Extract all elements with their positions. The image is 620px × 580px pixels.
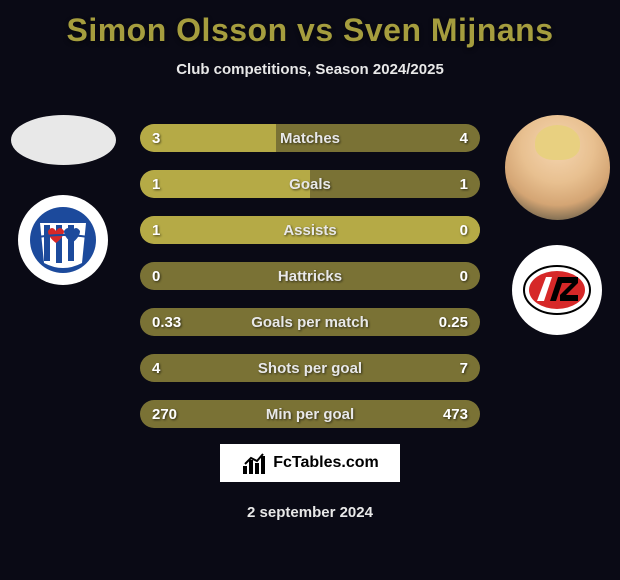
bar-label: Goals per match — [140, 314, 480, 331]
bar-row: 1 Goals 1 — [140, 170, 480, 198]
bar-value-right: 4 — [460, 130, 468, 147]
right-player-column — [502, 115, 612, 335]
bar-label: Shots per goal — [140, 360, 480, 377]
club-logo-az — [512, 245, 602, 335]
page-title: Simon Olsson vs Sven Mijnans — [0, 0, 620, 49]
bar-value-right: 0.25 — [439, 314, 468, 331]
footer-date: 2 september 2024 — [0, 504, 620, 521]
club-logo-heerenveen — [18, 195, 108, 285]
az-icon — [522, 263, 592, 318]
bar-value-right: 0 — [460, 222, 468, 239]
page-subtitle: Club competitions, Season 2024/2025 — [0, 61, 620, 78]
player-avatar-left — [11, 115, 116, 165]
bar-row: 270 Min per goal 473 — [140, 400, 480, 428]
bar-row: 1 Assists 0 — [140, 216, 480, 244]
comparison-bars: 3 Matches 4 1 Goals 1 1 Assists 0 0 Hatt… — [140, 124, 480, 446]
bar-label: Assists — [140, 222, 480, 239]
bar-row: 0.33 Goals per match 0.25 — [140, 308, 480, 336]
bar-row: 3 Matches 4 — [140, 124, 480, 152]
chart-icon — [241, 450, 267, 476]
bar-label: Hattricks — [140, 268, 480, 285]
bar-label: Matches — [140, 130, 480, 147]
bar-value-right: 7 — [460, 360, 468, 377]
left-player-column — [8, 115, 118, 285]
bar-value-right: 0 — [460, 268, 468, 285]
bar-label: Goals — [140, 176, 480, 193]
bar-row: 4 Shots per goal 7 — [140, 354, 480, 382]
bar-label: Min per goal — [140, 406, 480, 423]
footer-brand[interactable]: FcTables.com — [220, 444, 400, 482]
bar-value-right: 1 — [460, 176, 468, 193]
footer-brand-text: FcTables.com — [273, 454, 379, 472]
heerenveen-icon — [28, 205, 98, 275]
bar-value-right: 473 — [443, 406, 468, 423]
player-avatar-right — [505, 115, 610, 220]
bar-row: 0 Hattricks 0 — [140, 262, 480, 290]
